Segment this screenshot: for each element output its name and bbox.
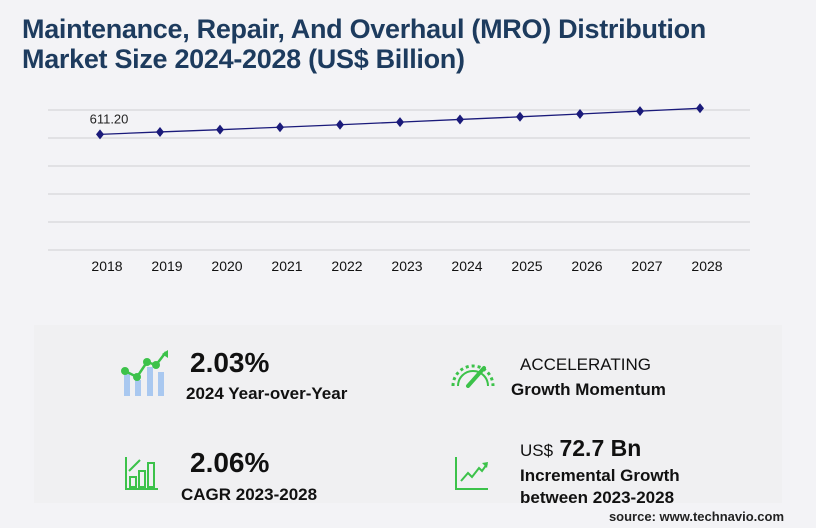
data-point-2022 — [336, 119, 344, 130]
incremental-amount: 72.7 Bn — [559, 435, 642, 461]
data-label-2018: 611.20 — [90, 111, 129, 126]
title-line-1: Maintenance, Repair, And Overhaul (MRO) … — [22, 14, 706, 44]
data-point-2024 — [456, 114, 464, 125]
data-point-2028 — [696, 103, 704, 114]
chart-title: Maintenance, Repair, And Overhaul (MRO) … — [22, 14, 706, 74]
bar-chart-icon — [125, 457, 158, 490]
trend-line-icon — [455, 457, 488, 490]
source-text: source: www.technavio.com — [608, 509, 784, 524]
yoy-value: 2.03% — [190, 347, 270, 378]
cagr-value: 2.06% — [190, 447, 270, 478]
x-tick-label: 2028 — [691, 258, 722, 274]
x-tick-label: 2020 — [211, 258, 242, 274]
x-tick-label: 2025 — [511, 258, 542, 274]
title-line-2: Market Size 2024-2028 (US$ Billion) — [22, 44, 465, 74]
stats-panel — [34, 325, 782, 503]
currency-prefix: US$ — [520, 441, 554, 460]
x-tick-label: 2021 — [271, 258, 302, 274]
yoy-label: 2024 Year-over-Year — [186, 384, 348, 403]
x-tick-label: 2019 — [151, 258, 182, 274]
x-tick-label: 2022 — [331, 258, 362, 274]
x-tick-label: 2024 — [451, 258, 482, 274]
growth-chart-icon — [121, 350, 168, 396]
data-point-2026 — [576, 108, 584, 119]
x-tick-label: 2026 — [571, 258, 602, 274]
x-tick-label: 2018 — [91, 258, 122, 274]
data-point-2027 — [636, 106, 644, 117]
incremental-label-2: between 2023-2028 — [520, 488, 675, 507]
data-point-2025 — [516, 111, 524, 122]
data-point-2021 — [276, 122, 284, 133]
data-point-2018 — [96, 129, 104, 140]
speedometer-icon — [451, 364, 495, 388]
cagr-label: CAGR 2023-2028 — [181, 485, 318, 504]
momentum-value: ACCELERATING — [520, 355, 651, 374]
data-point-2023 — [396, 117, 404, 128]
data-point-2019 — [156, 126, 164, 137]
incremental-value: US$ 72.7 Bn — [520, 435, 641, 462]
x-tick-label: 2027 — [631, 258, 662, 274]
data-point-2020 — [216, 124, 224, 135]
momentum-label: Growth Momentum — [511, 380, 666, 399]
incremental-label-1: Incremental Growth — [520, 466, 680, 485]
line-chart: 2018 2019 2020 2021 2022 2023 2024 2025 2026 2027… — [48, 103, 750, 274]
x-tick-label: 2023 — [391, 258, 422, 274]
